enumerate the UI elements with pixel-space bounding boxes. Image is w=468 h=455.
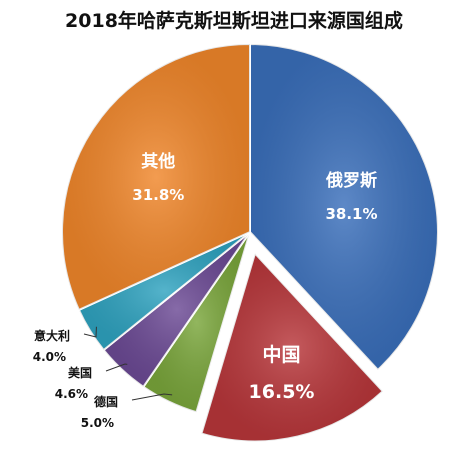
slice-value-4: 4.0% [33,350,66,364]
chart-title: 2018年哈萨克斯坦斯坦进口来源国组成 [65,10,403,32]
slice-label-2: 德国 [94,394,118,409]
slice-label-4: 意大利 [34,328,70,343]
leader-line-3 [105,363,128,372]
leader-line-2 [131,393,173,401]
slice-value-2: 5.0% [81,416,114,430]
slice-label-5: 其他 [141,151,175,172]
slice-label-1: 中国 [262,343,300,366]
slice-value-0: 38.1% [325,205,377,223]
slice-value-1: 16.5% [249,381,315,403]
slice-value-3: 4.6% [55,387,88,401]
slice-label-3: 美国 [68,365,92,380]
slice-label-0: 俄罗斯 [325,170,377,191]
slice-value-5: 31.8% [132,186,184,204]
leader-line-4 [83,326,97,338]
